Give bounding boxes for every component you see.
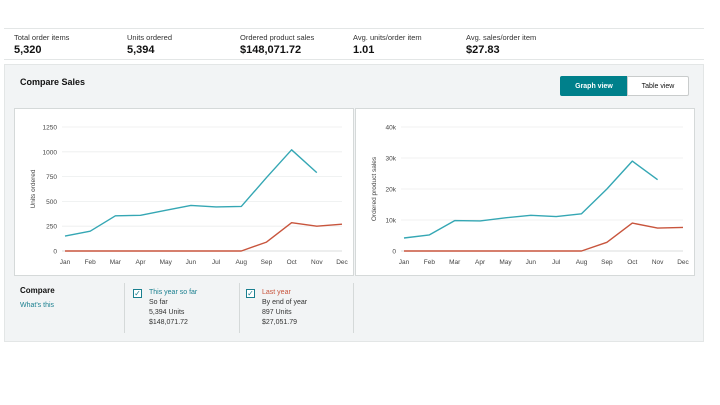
y-tick-label: 20k — [386, 187, 397, 194]
x-tick-label: Mar — [110, 259, 122, 266]
x-tick-label: May — [499, 259, 512, 266]
this-year-line — [64, 149, 318, 237]
metric-value: 5,320 — [14, 44, 42, 56]
x-tick-label: Jan — [399, 259, 410, 266]
x-tick-label: Jul — [552, 259, 561, 266]
metric-value: 1.01 — [353, 44, 375, 56]
x-tick-label: Aug — [235, 259, 247, 266]
x-tick-label: Feb — [424, 259, 436, 266]
units-ordered-chart: 0 250 500 750 1000 1250 Jan Feb Mar Apr May Jun Jul A… — [14, 108, 354, 276]
y-tick-label: 500 — [46, 199, 57, 206]
y-tick-label: 1000 — [43, 149, 58, 156]
ordered-product-sales-chart-svg: 0 10k 20k 30k 40k Jan Feb Mar Apr May Jun Jul Aug Sep… — [371, 125, 690, 267]
y-tick-label: 250 — [46, 224, 57, 231]
graph-view-button[interactable]: Graph view — [560, 76, 628, 96]
units-ordered-chart-svg: 0 250 500 750 1000 1250 Jan Feb Mar Apr May Jun Jul A… — [30, 125, 349, 267]
this-year-sub: So far — [149, 299, 168, 306]
last-year-line — [404, 222, 684, 252]
this-year-checkbox[interactable]: ✓ — [133, 288, 142, 298]
x-tick-label: Apr — [475, 259, 486, 266]
y-tick-label: 0 — [392, 249, 396, 256]
metric-value: $148,071.72 — [240, 44, 302, 56]
divider — [239, 283, 240, 333]
compare-sales-panel: Compare Sales Graph view Table view 0 250… — [4, 64, 704, 342]
x-tick-label: Oct — [627, 259, 637, 266]
x-tick-label: Aug — [576, 259, 588, 266]
y-tick-label: 0 — [53, 249, 57, 256]
this-year-name: This year so far — [149, 289, 198, 296]
last-year-sub: By end of year — [262, 299, 308, 306]
compare-title: Compare — [20, 286, 55, 295]
metric-label: Avg. sales/order item — [466, 33, 537, 42]
x-tick-label: Apr — [135, 259, 146, 266]
divider — [124, 283, 125, 333]
x-tick-label: Jun — [186, 259, 197, 266]
x-tick-label: Mar — [449, 259, 461, 266]
this-year-sales: $148,071.72 — [149, 319, 188, 326]
metric-ordered-product-sales: Ordered product sales $148,071.72 — [240, 33, 314, 56]
x-tick-label: Dec — [336, 259, 348, 266]
x-tick-label: Jun — [526, 259, 537, 266]
metric-units-ordered: Units ordered 5,394 — [127, 33, 172, 56]
last-year-units: 897 Units — [262, 309, 292, 316]
y-axis-label: Ordered product sales — [371, 156, 378, 221]
y-tick-label: 10k — [386, 218, 397, 225]
metric-avg-sales-per-order-item: Avg. sales/order item $27.83 — [466, 33, 536, 56]
metric-total-order-items: Total order items 5,320 — [14, 33, 69, 56]
panel-title: Compare Sales — [20, 77, 86, 87]
table-view-button[interactable]: Table view — [627, 76, 689, 96]
metric-label: Units ordered — [127, 33, 173, 42]
metric-label: Avg. units/order item — [353, 33, 422, 42]
x-tick-label: Oct — [287, 259, 297, 266]
metric-avg-units-per-order-item: Avg. units/order item 1.01 — [353, 33, 422, 56]
x-tick-label: Sep — [601, 259, 613, 266]
divider — [353, 283, 354, 333]
last-year-line — [65, 221, 343, 252]
ordered-product-sales-chart: 0 10k 20k 30k 40k Jan Feb Mar Apr May Jun Jul Aug Sep… — [355, 108, 695, 276]
metric-label: Total order items — [14, 33, 70, 42]
last-year-checkbox[interactable]: ✓ — [246, 288, 255, 298]
x-tick-label: Dec — [677, 259, 689, 266]
y-tick-label: 40k — [386, 125, 397, 132]
y-tick-label: 1250 — [43, 125, 58, 132]
x-tick-label: Feb — [85, 259, 97, 266]
y-axis-label: Units ordered — [30, 169, 37, 208]
this-year-text: This year so far So far 5,394 Units $148… — [149, 288, 197, 328]
metric-label: Ordered product sales — [240, 33, 315, 42]
x-tick-label: Jul — [212, 259, 221, 266]
metric-value: $27.83 — [466, 44, 500, 56]
x-tick-label: Nov — [311, 259, 323, 266]
whats-this-link[interactable]: What's this — [20, 302, 55, 309]
last-year-sales: $27,051.79 — [262, 319, 298, 326]
metric-value: 5,394 — [127, 44, 155, 56]
x-tick-label: Nov — [652, 259, 664, 266]
this-year-line — [403, 160, 659, 239]
x-tick-label: May — [160, 259, 173, 266]
last-year-text: Last year By end of year 897 Units $27,0… — [262, 288, 307, 328]
compare-section: Compare What's this — [20, 286, 55, 309]
this-year-units: 5,394 Units — [149, 309, 185, 316]
x-tick-label: Sep — [261, 259, 273, 266]
x-tick-label: Jan — [60, 259, 71, 266]
metrics-bar: Total order items 5,320 Units ordered 5,… — [4, 28, 704, 60]
y-tick-label: 750 — [46, 174, 57, 181]
last-year-name: Last year — [262, 289, 291, 296]
y-tick-label: 30k — [386, 156, 397, 163]
